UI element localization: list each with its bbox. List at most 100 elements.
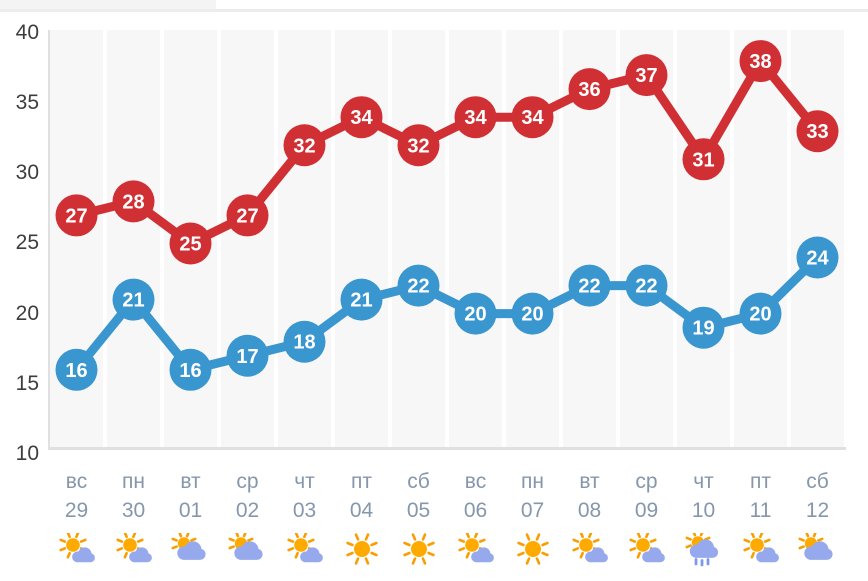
weather-icon-sun — [402, 533, 435, 565]
day-column[interactable] — [677, 30, 730, 449]
temperature-value: 21 — [350, 290, 372, 312]
date-label[interactable]: 08 — [577, 499, 602, 522]
temperature-value: 28 — [122, 191, 144, 213]
nighttime-min-temperature-point: 18 — [283, 320, 326, 363]
temperature-value: 18 — [293, 332, 315, 354]
nighttime-min-temperature-point: 21 — [340, 278, 383, 321]
y-axis-tick-label: 25 — [15, 231, 39, 255]
daytime-max-temperature-point: 27 — [55, 194, 98, 237]
date-label[interactable]: 10 — [691, 499, 716, 522]
weekday-label[interactable]: ср — [236, 470, 259, 493]
date-label[interactable]: 03 — [292, 499, 317, 522]
nighttime-min-temperature-point: 17 — [226, 334, 269, 377]
temperature-value: 16 — [179, 360, 201, 382]
date-label[interactable]: 11 — [749, 499, 772, 522]
nighttime-min-temperature-point: 20 — [454, 292, 497, 335]
weekday-label[interactable]: пт — [351, 470, 372, 493]
daytime-max-temperature-point: 32 — [397, 124, 440, 167]
weather-icon-sun-cloud — [58, 533, 95, 563]
weekday-label[interactable]: вс — [464, 470, 487, 493]
date-label[interactable]: 30 — [121, 499, 146, 522]
weather-icon-sun-cloud — [628, 533, 665, 563]
temperature-value: 20 — [749, 304, 771, 326]
daytime-max-temperature-point: 33 — [796, 110, 839, 153]
day-column[interactable] — [392, 30, 445, 449]
weather-icon-sun-cloud — [286, 533, 323, 563]
y-axis-tick-label: 35 — [15, 91, 39, 115]
daytime-max-temperature-point: 34 — [511, 96, 554, 139]
temperature-value: 32 — [293, 135, 315, 157]
plot-left-border — [48, 30, 50, 449]
weather-icon-sun — [516, 533, 549, 565]
temperature-value: 32 — [407, 135, 429, 157]
y-axis-tick-label: 30 — [15, 161, 39, 185]
temperature-value: 20 — [521, 304, 543, 326]
weekday-label[interactable]: чт — [294, 470, 315, 493]
daytime-max-temperature-point: 34 — [454, 96, 497, 139]
weekday-label[interactable]: вт — [180, 470, 201, 493]
temperature-value: 25 — [179, 233, 201, 255]
weather-icon-cloud-sun — [170, 533, 206, 560]
y-axis-tick-label: 15 — [15, 371, 39, 395]
weather-icon-sun-cloud — [742, 533, 779, 563]
weekday-label[interactable]: ср — [635, 470, 658, 493]
temperature-value: 21 — [122, 290, 144, 312]
weekday-label[interactable]: пн — [521, 470, 544, 493]
tab-bar-divider — [0, 9, 868, 12]
temperature-value: 31 — [692, 149, 714, 171]
weather-icon-sun-cloud — [457, 533, 494, 563]
temperature-value: 17 — [236, 346, 258, 368]
date-label[interactable]: 05 — [406, 499, 431, 522]
weekday-label[interactable]: пт — [750, 470, 771, 493]
temperature-value: 34 — [464, 107, 487, 129]
temperature-value: 27 — [65, 205, 87, 227]
temperature-value: 20 — [464, 304, 486, 326]
nighttime-min-temperature-point: 16 — [55, 348, 98, 391]
weather-icon-sun-cloud — [115, 533, 152, 563]
weekday-label[interactable]: вс — [65, 470, 88, 493]
date-label[interactable]: 09 — [634, 499, 659, 522]
nighttime-min-temperature-point: 16 — [169, 348, 212, 391]
weather-icon-rain-cloud-sun — [685, 533, 718, 567]
weekday-label[interactable]: сб — [407, 470, 430, 493]
temperature-value: 19 — [692, 318, 714, 340]
day-column[interactable] — [278, 30, 331, 449]
nighttime-min-temperature-point: 20 — [739, 292, 782, 335]
temperature-value: 22 — [578, 276, 600, 298]
daytime-max-temperature-point: 37 — [625, 54, 668, 97]
nighttime-min-temperature-point: 22 — [568, 264, 611, 307]
date-label[interactable]: 06 — [463, 499, 488, 522]
temperature-value: 33 — [806, 121, 828, 143]
temperature-value: 22 — [635, 276, 657, 298]
active-tab-remnant[interactable] — [0, 0, 216, 9]
nighttime-min-temperature-point: 21 — [112, 278, 155, 321]
temperature-value: 24 — [806, 248, 829, 270]
daytime-max-temperature-point: 32 — [283, 124, 326, 167]
weekday-label[interactable]: чт — [693, 470, 714, 493]
plot-bottom-border — [48, 447, 846, 450]
date-label[interactable]: 04 — [349, 499, 374, 522]
weather-icon-cloud-sun — [797, 533, 833, 560]
date-label[interactable]: 12 — [805, 499, 830, 522]
temperature-series-plot: 27 28 25 27 32 34 32 34 34 36 37 31 38 33 16 21 16 17 18 21… — [55, 40, 839, 391]
day-column[interactable] — [107, 30, 160, 449]
nighttime-min-temperature-point: 20 — [511, 292, 554, 335]
date-label[interactable]: 29 — [64, 499, 89, 522]
nighttime-min-temperature-point: 22 — [397, 264, 440, 307]
date-label[interactable]: 07 — [520, 499, 545, 522]
nighttime-min-temperature-point: 24 — [796, 236, 839, 279]
temperature-value: 37 — [635, 65, 657, 87]
temperature-value: 36 — [578, 79, 600, 101]
temperature-value: 22 — [407, 276, 429, 298]
daytime-max-temperature-point: 28 — [112, 180, 155, 223]
daytime-max-temperature-point: 34 — [340, 96, 383, 139]
nighttime-min-temperature-point: 19 — [682, 306, 725, 349]
date-label[interactable]: 01 — [178, 499, 203, 522]
weekday-label[interactable]: вт — [579, 470, 600, 493]
day-column[interactable] — [221, 30, 274, 449]
weekday-label[interactable]: пн — [122, 470, 145, 493]
temperature-value: 34 — [350, 107, 373, 129]
date-label[interactable]: 02 — [235, 499, 260, 522]
daytime-max-temperature-point: 27 — [226, 194, 269, 237]
weekday-label[interactable]: сб — [806, 470, 829, 493]
